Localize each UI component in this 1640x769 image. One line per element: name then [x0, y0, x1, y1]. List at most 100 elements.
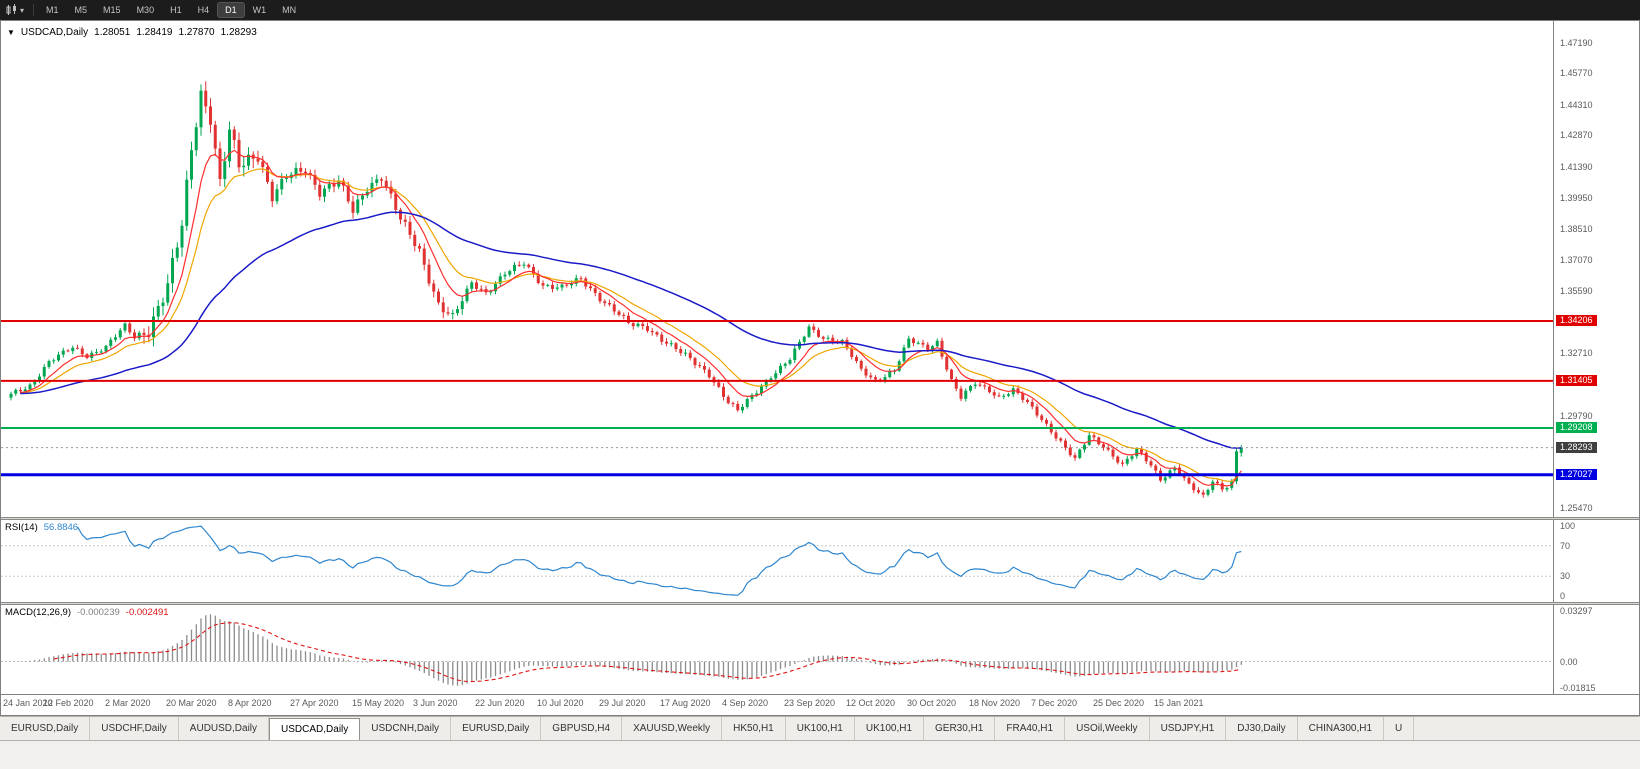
rsi-chart[interactable] — [1, 520, 1553, 602]
chart-tab-audusd-daily[interactable]: AUDUSD,Daily — [178, 717, 270, 740]
price-tag[interactable]: 1.29208 — [1556, 422, 1597, 433]
price-tick-label: 1.44310 — [1560, 100, 1593, 110]
price-tick-label: 1.39950 — [1560, 193, 1593, 203]
price-tick-label: 0.00 — [1560, 657, 1578, 667]
timeframe-button-m5[interactable]: M5 — [74, 5, 88, 15]
macd-label: MACD(12,26,9) -0.000239 -0.002491 — [5, 607, 169, 618]
timeframe-button-d1[interactable]: D1 — [217, 2, 245, 18]
time-axis-label: 3 Jun 2020 — [413, 698, 458, 708]
chart-tab-fra40-h1[interactable]: FRA40,H1 — [995, 717, 1066, 740]
chart-tab-dj30-daily[interactable]: DJ30,Daily — [1226, 717, 1298, 740]
price-tick-label: 1.25470 — [1560, 503, 1593, 513]
timeframe-button-m15[interactable]: M15 — [103, 5, 121, 15]
timeframe-button-h1[interactable]: H1 — [170, 5, 182, 15]
rsi-value: 56.8846 — [43, 522, 79, 533]
price-tick-label: 1.29790 — [1560, 411, 1593, 421]
chart-tab-usdcnh-daily[interactable]: USDCNH,Daily — [360, 717, 452, 740]
price-tag[interactable]: 1.34206 — [1556, 315, 1597, 326]
status-bar — [0, 740, 1640, 769]
rsi-label: RSI(14) 56.8846 — [5, 522, 78, 533]
symbol-period-label: USDCAD,Daily — [20, 27, 89, 38]
price-tick-label: 1.41390 — [1560, 162, 1593, 172]
price-tick-label: 30 — [1560, 571, 1571, 581]
time-axis-label: 2 Mar 2020 — [105, 698, 151, 708]
macd-name: MACD(12,26,9) — [5, 607, 71, 618]
time-axis-label: 17 Aug 2020 — [660, 698, 711, 708]
chart-window: ▼ USDCAD,Daily 1.28051 1.28419 1.27870 1… — [0, 20, 1640, 716]
price-tick-label: 0.03297 — [1560, 606, 1593, 616]
time-axis-label: 15 Jan 2021 — [1154, 698, 1204, 708]
timeframe-button-mn[interactable]: MN — [282, 5, 297, 15]
time-axis-label: 15 May 2020 — [352, 698, 405, 708]
chart-tab-usdchf-daily[interactable]: USDCHF,Daily — [90, 717, 179, 740]
chart-title: ▼ USDCAD,Daily 1.28051 1.28419 1.27870 1… — [7, 27, 257, 38]
time-axis-label: 10 Jul 2020 — [537, 698, 584, 708]
chart-tab-ger30-h1[interactable]: GER30,H1 — [924, 717, 996, 740]
chart-type-icon[interactable] — [5, 4, 19, 16]
timeframe-button-m30[interactable]: M30 — [136, 5, 155, 15]
time-axis-label: 29 Jul 2020 — [599, 698, 646, 708]
time-axis-label: 23 Sep 2020 — [784, 698, 836, 708]
time-axis-label: 12 Oct 2020 — [846, 698, 896, 708]
collapse-triangle-icon[interactable]: ▼ — [7, 27, 15, 37]
price-tag[interactable]: 1.28293 — [1556, 442, 1597, 453]
price-tick-label: 70 — [1560, 541, 1571, 551]
open-value: 1.28051 — [94, 27, 131, 38]
top-toolbar: ▾ M1 M5 M15 M30 H1 H4 D1 W1 MN — [0, 0, 1640, 20]
time-axis[interactable]: 24 Jan 2020 12 Feb 2020 2 Mar 2020 20 Mar 2… — [1, 695, 1639, 715]
chart-tab-uk100-h1[interactable]: UK100,H1 — [854, 717, 925, 740]
chart-tab-u[interactable]: U — [1384, 717, 1415, 740]
time-axis-label: 27 Apr 2020 — [290, 698, 339, 708]
price-tick-label: 1.42870 — [1560, 130, 1593, 140]
chart-tab-china300-h1[interactable]: CHINA300,H1 — [1297, 717, 1385, 740]
chart-tab-eurusd-daily[interactable]: EURUSD,Daily — [451, 717, 542, 740]
price-tick-label: -0.01815 — [1560, 683, 1596, 693]
chart-dropdown-caret-icon[interactable]: ▾ — [20, 5, 25, 15]
timeframe-button-h4[interactable]: H4 — [197, 5, 210, 15]
time-axis-label: 8 Apr 2020 — [228, 698, 272, 708]
macd-signal-value: -0.002491 — [125, 607, 169, 618]
chart-tab-usdjpy-h1[interactable]: USDJPY,H1 — [1149, 717, 1227, 740]
price-tick-label: 1.35590 — [1560, 286, 1593, 296]
rsi-panel: RSI(14) 56.8846 — [1, 520, 1553, 602]
candlestick-chart[interactable] — [1, 21, 1553, 517]
time-axis-label: 25 Dec 2020 — [1093, 698, 1145, 708]
price-tick-label: 1.47190 — [1560, 38, 1593, 48]
time-axis-label: 12 Feb 2020 — [43, 698, 94, 708]
time-axis-label: 18 Nov 2020 — [969, 698, 1021, 708]
price-tick-label: 0 — [1560, 591, 1566, 601]
chart-tab-uk100-h1[interactable]: UK100,H1 — [785, 717, 855, 740]
time-axis-separator — [1, 694, 1639, 695]
low-value: 1.27870 — [178, 27, 215, 38]
macd-panel: MACD(12,26,9) -0.000239 -0.002491 — [1, 605, 1553, 694]
price-axis[interactable]: 1.47190 1.45770 1.44310 1.42870 1.41390 1.399… — [1553, 21, 1639, 695]
price-tick-label: 1.32710 — [1560, 348, 1593, 358]
panel-splitter[interactable] — [1, 602, 1639, 605]
chart-tab-eurusd-daily[interactable]: EURUSD,Daily — [0, 717, 91, 740]
chart-tab-gbpusd-h4[interactable]: GBPUSD,H4 — [541, 717, 623, 740]
panel-splitter[interactable] — [1, 517, 1639, 520]
price-tick-label: 1.45770 — [1560, 68, 1593, 78]
rsi-name: RSI(14) — [5, 522, 38, 533]
macd-chart[interactable] — [1, 605, 1553, 694]
timeframe-button-group: M1 M5 M15 M30 H1 H4 D1 W1 MN — [39, 2, 303, 18]
price-tick-label: 100 — [1560, 521, 1576, 531]
price-tick-label: 1.38510 — [1560, 224, 1593, 234]
high-value: 1.28419 — [136, 27, 173, 38]
chart-tab-hk50-h1[interactable]: HK50,H1 — [722, 717, 786, 740]
time-axis-label: 22 Jun 2020 — [475, 698, 525, 708]
time-axis-label: 7 Dec 2020 — [1031, 698, 1078, 708]
time-axis-label: 30 Oct 2020 — [907, 698, 957, 708]
chart-tab-usoil-weekly[interactable]: USOil,Weekly — [1065, 717, 1150, 740]
toolbar-separator — [33, 4, 35, 16]
price-tag[interactable]: 1.31405 — [1556, 375, 1597, 386]
timeframe-button-m1[interactable]: M1 — [46, 5, 59, 15]
close-value: 1.28293 — [220, 27, 257, 38]
time-axis-label: 24 Jan 2020 — [3, 698, 53, 708]
chart-tab-usdcad-daily[interactable]: USDCAD,Daily — [269, 718, 361, 740]
timeframe-button-w1[interactable]: W1 — [252, 5, 267, 15]
price-tag[interactable]: 1.27027 — [1556, 469, 1597, 480]
macd-main-value: -0.000239 — [77, 607, 120, 618]
chart-tab-xauusd-weekly[interactable]: XAUUSD,Weekly — [622, 717, 723, 740]
